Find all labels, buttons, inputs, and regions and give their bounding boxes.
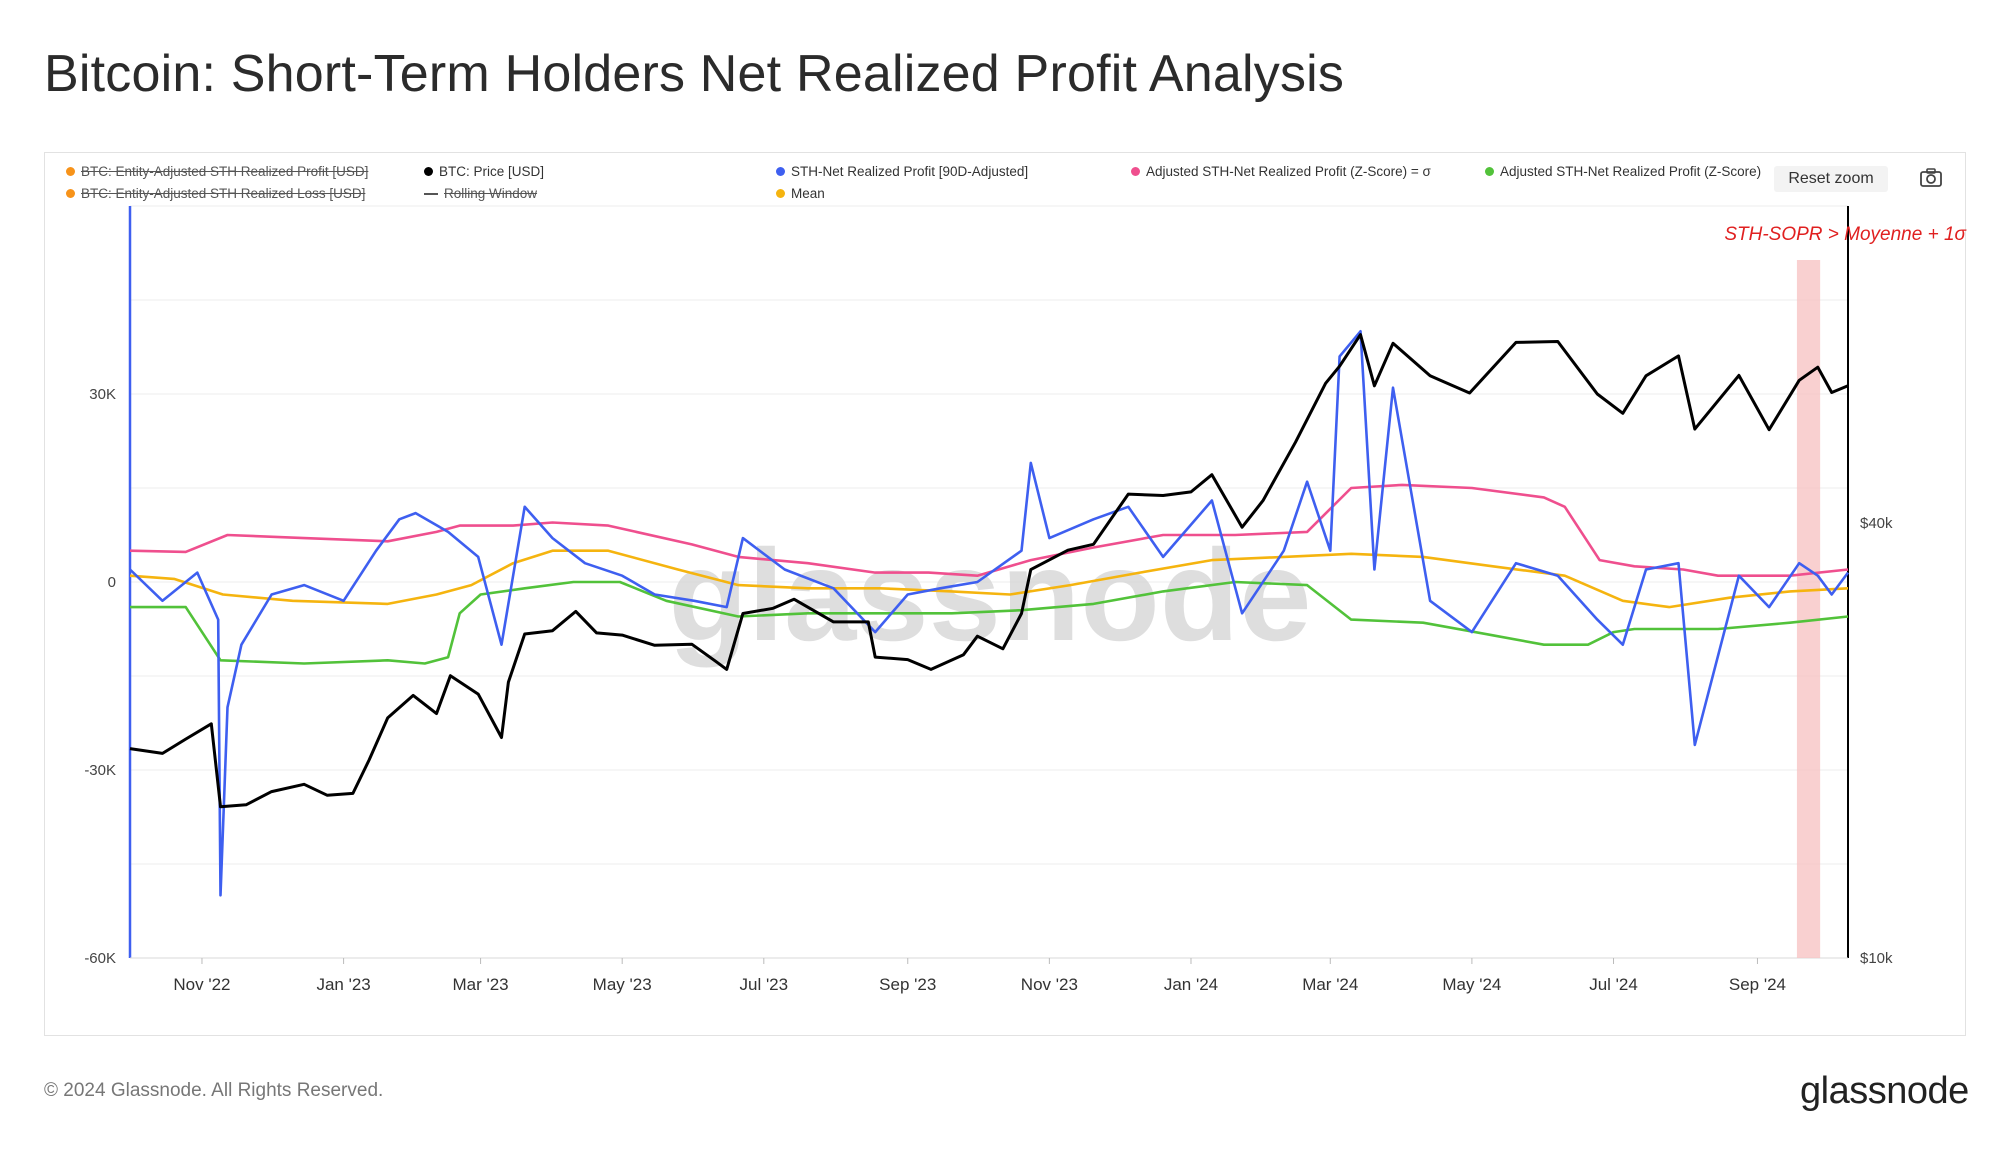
legend-label: BTC: Price [USD] [439, 164, 545, 179]
legend-marker [776, 167, 785, 176]
legend-label: STH-Net Realized Profit [90D-Adjusted] [791, 164, 1029, 179]
legend-marker [1131, 167, 1140, 176]
legend-item-zscore-sigma[interactable]: Adjusted STH-Net Realized Profit (Z-Scor… [1131, 164, 1431, 179]
legend-marker [424, 167, 433, 176]
camera-icon[interactable] [1916, 166, 1946, 190]
legend-marker [776, 189, 785, 198]
legend-item-btc-price[interactable]: BTC: Price [USD] [424, 164, 544, 179]
legend-label: Adjusted STH-Net Realized Profit (Z-Scor… [1146, 164, 1431, 179]
legend-label: Mean [791, 186, 825, 201]
footer-brand-logo: glassnode [1800, 1070, 1969, 1112]
legend-label: BTC: Entity-Adjusted STH Realized Loss [… [81, 186, 366, 201]
legend-marker [1485, 167, 1494, 176]
page-title: Bitcoin: Short-Term Holders Net Realized… [44, 45, 1345, 103]
legend-item-sth-net-realized-profit[interactable]: STH-Net Realized Profit [90D-Adjusted] [776, 164, 1028, 179]
legend-marker [66, 189, 75, 198]
legend-marker [424, 192, 438, 195]
legend-item-sth-realized-loss[interactable]: BTC: Entity-Adjusted STH Realized Loss [… [66, 186, 365, 201]
legend-label: Adjusted STH-Net Realized Profit (Z-Scor… [1500, 164, 1762, 179]
legend-label: Rolling Window [444, 186, 538, 201]
reset-zoom-button[interactable]: Reset zoom [1774, 166, 1888, 192]
footer-copyright: © 2024 Glassnode. All Rights Reserved. [44, 1080, 384, 1101]
legend-item-mean[interactable]: Mean [776, 186, 825, 201]
chart-panel [44, 152, 1966, 1036]
legend-item-sth-realized-profit[interactable]: BTC: Entity-Adjusted STH Realized Profit… [66, 164, 368, 179]
legend-item-rolling-window[interactable]: Rolling Window [424, 186, 537, 201]
legend-marker [66, 167, 75, 176]
chart-legend: BTC: Entity-Adjusted STH Realized Profit… [0, 160, 2000, 206]
legend-item-zscore[interactable]: Adjusted STH-Net Realized Profit (Z-Scor… [1485, 164, 1761, 179]
legend-label: BTC: Entity-Adjusted STH Realized Profit… [81, 164, 369, 179]
